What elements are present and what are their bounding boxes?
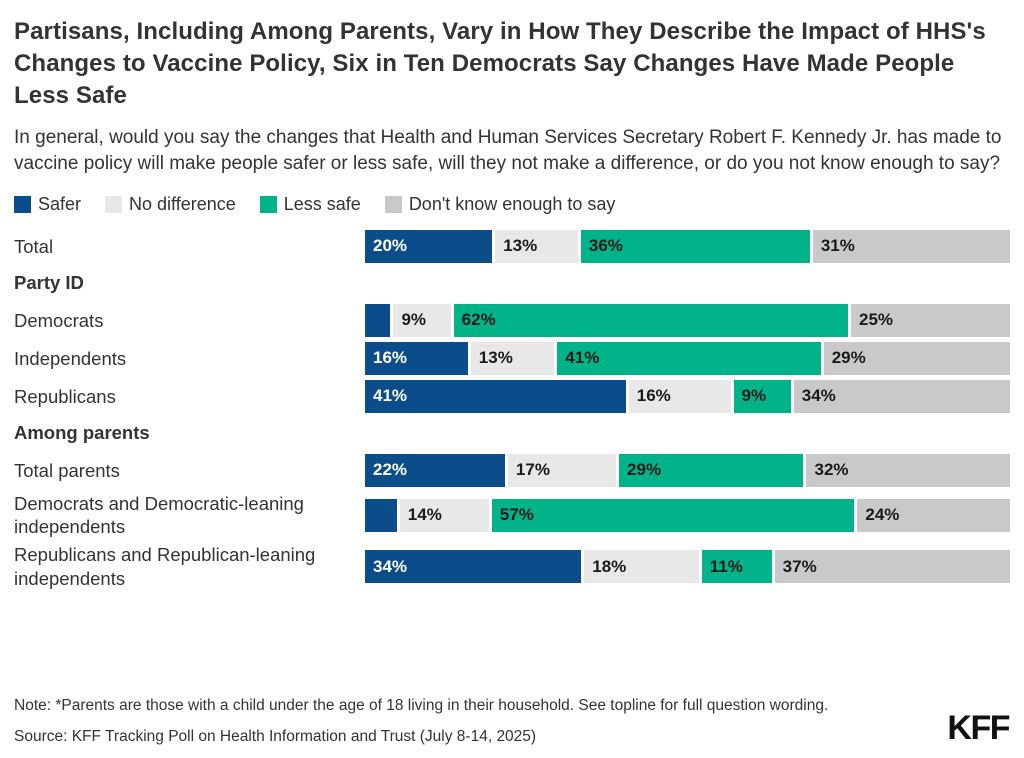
legend-item: Less safe [259,193,361,215]
legend-label: Don't know enough to say [408,193,616,214]
bar-segment: 9% [393,303,451,337]
legend: Safer No difference Less safe Don't know en… [14,194,1010,215]
legend-item: No difference [105,194,236,215]
bar-segment-value: 57% [499,505,534,525]
footnote: Note: *Parents are those with a child un… [14,697,829,714]
kff-logo: KFF [947,709,1010,747]
legend-swatch-icon [105,195,123,213]
bar-segment: 17% [507,453,617,487]
bar-segment [365,303,391,337]
bar-segment [365,498,397,532]
bar-segment: 32% [806,453,1010,487]
stacked-bar-chart: Total 20% 13% 36% 31% Party ID Democrats 9% 62% 2… [14,229,1010,590]
legend-label: Less safe [283,193,361,214]
bar-segment-value: 16% [636,386,671,406]
bar-segment: 29% [823,341,1010,375]
bar-segment: 25% [850,303,1010,337]
bar-segment-value: 13% [478,348,513,368]
legend-item: Safer [14,194,81,215]
bar-segment-value: 34% [801,386,836,406]
bar-segment-value: 14% [407,505,442,525]
bar-segment-value: 9% [741,386,767,406]
stacked-bar: 14% 57% 24% [365,498,1010,532]
chart-row: Democrats and Democratic-leaning indepen… [14,492,1010,539]
legend-swatch-icon [259,195,277,213]
bar-segment: 62% [453,303,848,337]
bar-segment: 13% [470,341,555,375]
bar-segment: 16% [365,341,468,375]
bar-segment-value: 25% [858,310,894,330]
chart-row: Democrats 9% 62% 25% [14,303,1010,337]
bar-segment: 41% [365,379,626,413]
bar-segment: 22% [365,453,505,487]
row-label: Democrats [14,309,104,331]
stacked-bar: 41% 16% 9% 34% [365,379,1010,413]
bar-segment: 41% [557,341,821,375]
bar-segment: 16% [628,379,731,413]
bar-segment-value: 18% [592,556,627,576]
bar-segment-value: 31% [820,236,855,256]
legend-swatch-icon [384,195,402,213]
bar-segment: 34% [365,550,582,584]
bar-segment: 31% [812,229,1010,263]
chart-row: Republicans 41% 16% 9% 34% [14,379,1010,413]
row-label: Republicans and Republican-leaning indep… [14,544,316,589]
bar-segment-value: 29% [831,348,866,368]
bar-segment: 9% [733,379,791,413]
stacked-bar: 9% 62% 25% [365,303,1010,337]
section-header: Among parents [14,421,150,443]
bar-segment-value: 22% [373,460,408,480]
bar-segment-value: 17% [515,460,550,480]
bar-segment: 20% [365,229,493,263]
bar-segment-value: 41% [565,348,600,368]
chart-question-text: In general, would you say the changes th… [14,126,1002,174]
bar-segment-value: 32% [814,460,849,480]
legend-label: Safer [38,193,82,214]
bar-segment: 14% [399,498,489,532]
section-header: Party ID [14,271,84,293]
stacked-bar: 22% 17% 29% 32% [365,453,1010,487]
bar-segment: 13% [495,229,578,263]
chart-row: Total 20% 13% 36% 31% [14,229,1010,263]
bar-segment: 29% [619,453,804,487]
bar-segment: 57% [491,498,855,532]
stacked-bar: 16% 13% 41% 29% [365,341,1010,375]
legend-label: No difference [129,193,236,214]
row-label: Republicans [14,385,116,407]
bar-segment-value: 36% [588,236,623,256]
bar-segment-value: 29% [627,460,662,480]
row-label: Democrats and Democratic-leaning indepen… [14,492,304,538]
bar-segment-value: 34% [373,556,408,576]
stacked-bar: 20% 13% 36% 31% [365,229,1010,263]
chart-row: Republicans and Republican-leaning indep… [14,543,1010,590]
bar-segment: 24% [857,498,1010,532]
bar-segment-value: 41% [373,386,408,406]
bar-segment: 18% [584,550,699,584]
source-line: Source: KFF Tracking Poll on Health Info… [14,728,537,745]
chart-row: Total parents 22% 17% 29% 32% [14,453,1010,487]
bar-segment-value: 62% [461,310,496,330]
bar-segment: 36% [580,229,810,263]
bar-segment-value: 13% [503,236,538,256]
bar-segment-value: 11% [709,556,743,576]
row-label: Total [14,235,54,257]
bar-segment-value: 37% [782,556,817,576]
bar-segment-value: 16% [373,348,408,368]
bar-segment: 11% [701,550,772,584]
bar-segment-value: 9% [401,310,427,330]
page-title: Partisans, Including Among Parents, Vary… [14,18,986,109]
bar-segment: 34% [793,379,1010,413]
legend-item: Don't know enough to say [384,193,616,215]
row-label: Independents [14,347,127,369]
legend-swatch-icon [14,195,31,213]
bar-segment: 37% [774,550,1010,584]
row-label: Total parents [14,459,120,481]
chart-row: Independents 16% 13% 41% 29% [14,341,1010,375]
bar-segment-value: 20% [373,236,408,256]
bar-segment-value: 24% [865,505,900,525]
stacked-bar: 34% 18% 11% 37% [365,550,1010,584]
